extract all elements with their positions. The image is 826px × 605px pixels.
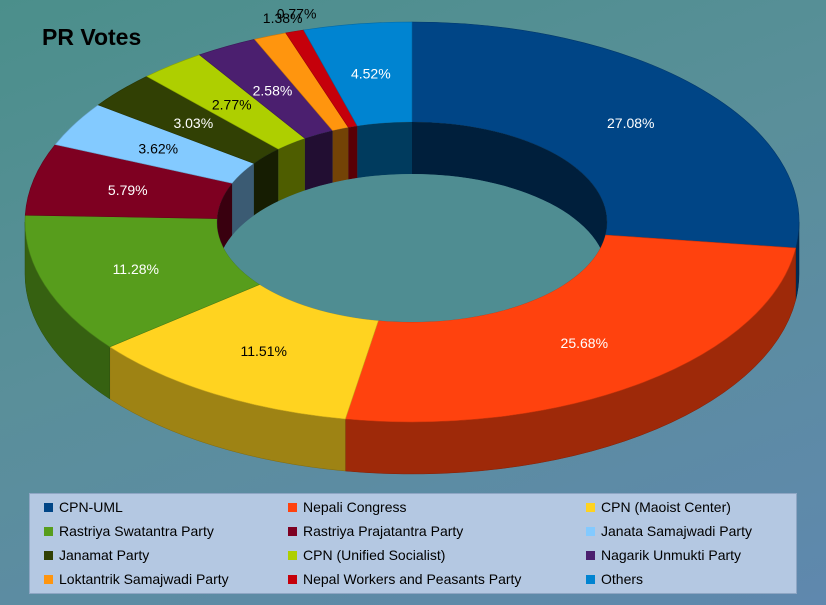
data-label-rastriya-swatantra-party: 11.28%	[113, 261, 159, 277]
data-labels: 27.08% 25.68% 11.51% 11.28% 5.79% 3.62% 3.03% 2…	[108, 5, 655, 359]
legend-swatch	[586, 526, 595, 536]
inner-wall-cpn-unified-socialist	[278, 138, 305, 202]
legend-item-janata-samajwadi-party: Janata Samajwadi Party	[586, 523, 752, 539]
legend-swatch	[288, 526, 297, 536]
legend-item-cpn-maoist-center: CPN (Maoist Center)	[586, 499, 731, 515]
data-label-nepali-congress: 25.68%	[561, 335, 608, 351]
legend-label: CPN (Unified Socialist)	[303, 547, 446, 563]
inner-wall-loktantrik-samajwadi-party	[332, 127, 349, 183]
legend-item-nepal-workers-and-peasants-party: Nepal Workers and Peasants Party	[288, 571, 521, 587]
legend-item-nagarik-unmukti-party: Nagarik Unmukti Party	[586, 547, 741, 563]
legend-item-nepali-congress: Nepali Congress	[288, 499, 407, 515]
legend-swatch	[44, 550, 53, 560]
hole-group	[217, 122, 607, 322]
legend-swatch	[44, 574, 53, 584]
legend-item-rastriya-swatantra-party: Rastriya Swatantra Party	[44, 523, 214, 539]
legend-swatch	[44, 502, 53, 512]
legend-swatch	[288, 550, 297, 560]
legend-item-cpn-uml: CPN-UML	[44, 499, 123, 515]
legend-item-janamat-party: Janamat Party	[44, 547, 149, 563]
legend-swatch	[288, 574, 297, 584]
legend-label: Nepali Congress	[303, 499, 407, 515]
legend: CPN-UML Nepali Congress CPN (Maoist Center…	[29, 493, 797, 594]
legend-item-cpn-unified-socialist: CPN (Unified Socialist)	[288, 547, 445, 563]
legend-item-loktantrik-samajwadi-party: Loktantrik Samajwadi Party	[44, 571, 229, 587]
legend-swatch	[44, 526, 53, 536]
legend-label: Nagarik Unmukti Party	[601, 547, 742, 563]
legend-swatch	[586, 574, 595, 584]
data-label-cpn-unified-socialist: 2.77%	[212, 96, 252, 112]
donut-chart: 27.08% 25.68% 11.51% 11.28% 5.79% 3.62% 3.03% 2…	[24, 5, 800, 475]
data-label-cpn-uml: 27.08%	[607, 115, 654, 131]
legend-item-rastriya-prajatantra-party: Rastriya Prajatantra Party	[288, 523, 463, 539]
data-label-janamat-party: 3.03%	[173, 115, 213, 131]
legend-swatch	[586, 502, 595, 512]
legend-label: Others	[601, 571, 644, 587]
legend-label: Loktantrik Samajwadi Party	[59, 571, 229, 587]
legend-label: Nepal Workers and Peasants Party	[303, 571, 522, 587]
legend-label: Janamat Party	[59, 547, 150, 563]
data-label-rastriya-prajatantra-party: 5.79%	[108, 182, 148, 198]
inner-wall-nepal-workers-and-peasants-party	[348, 126, 358, 180]
legend-swatch	[288, 502, 297, 512]
legend-label: Janata Samajwadi Party	[601, 523, 752, 539]
data-label-loktantrik-samajwadi-party: 1.38%	[263, 10, 303, 26]
donut-hole	[217, 174, 607, 322]
legend-item-others: Others	[586, 571, 643, 587]
inner-wall-janata-samajwadi-party	[232, 163, 254, 236]
data-label-nepal-workers-and-peasants-party: 0.77%	[277, 5, 317, 21]
legend-label: CPN (Maoist Center)	[601, 499, 731, 515]
legend-label: Rastriya Prajatantra Party	[303, 523, 464, 539]
donut-outer-walls	[24, 221, 800, 475]
inner-wall-others	[357, 122, 412, 179]
chart-title: PR Votes	[42, 24, 142, 50]
inner-wall-cpn-uml	[412, 122, 607, 274]
data-label-janata-samajwadi-party: 3.62%	[138, 141, 178, 157]
data-label-cpn-maoist-center: 11.51%	[240, 343, 286, 359]
inner-wall-nagarik-unmukti-party	[304, 130, 333, 191]
data-label-nagarik-unmukti-party: 2.58%	[253, 82, 293, 98]
data-label-others: 4.52%	[351, 66, 391, 82]
legend-label: CPN-UML	[59, 499, 123, 515]
donut-inner-walls	[217, 122, 607, 322]
legend-swatch	[586, 550, 595, 560]
legend-label: Rastriya Swatantra Party	[59, 523, 214, 539]
inner-wall-janamat-party	[253, 149, 279, 216]
